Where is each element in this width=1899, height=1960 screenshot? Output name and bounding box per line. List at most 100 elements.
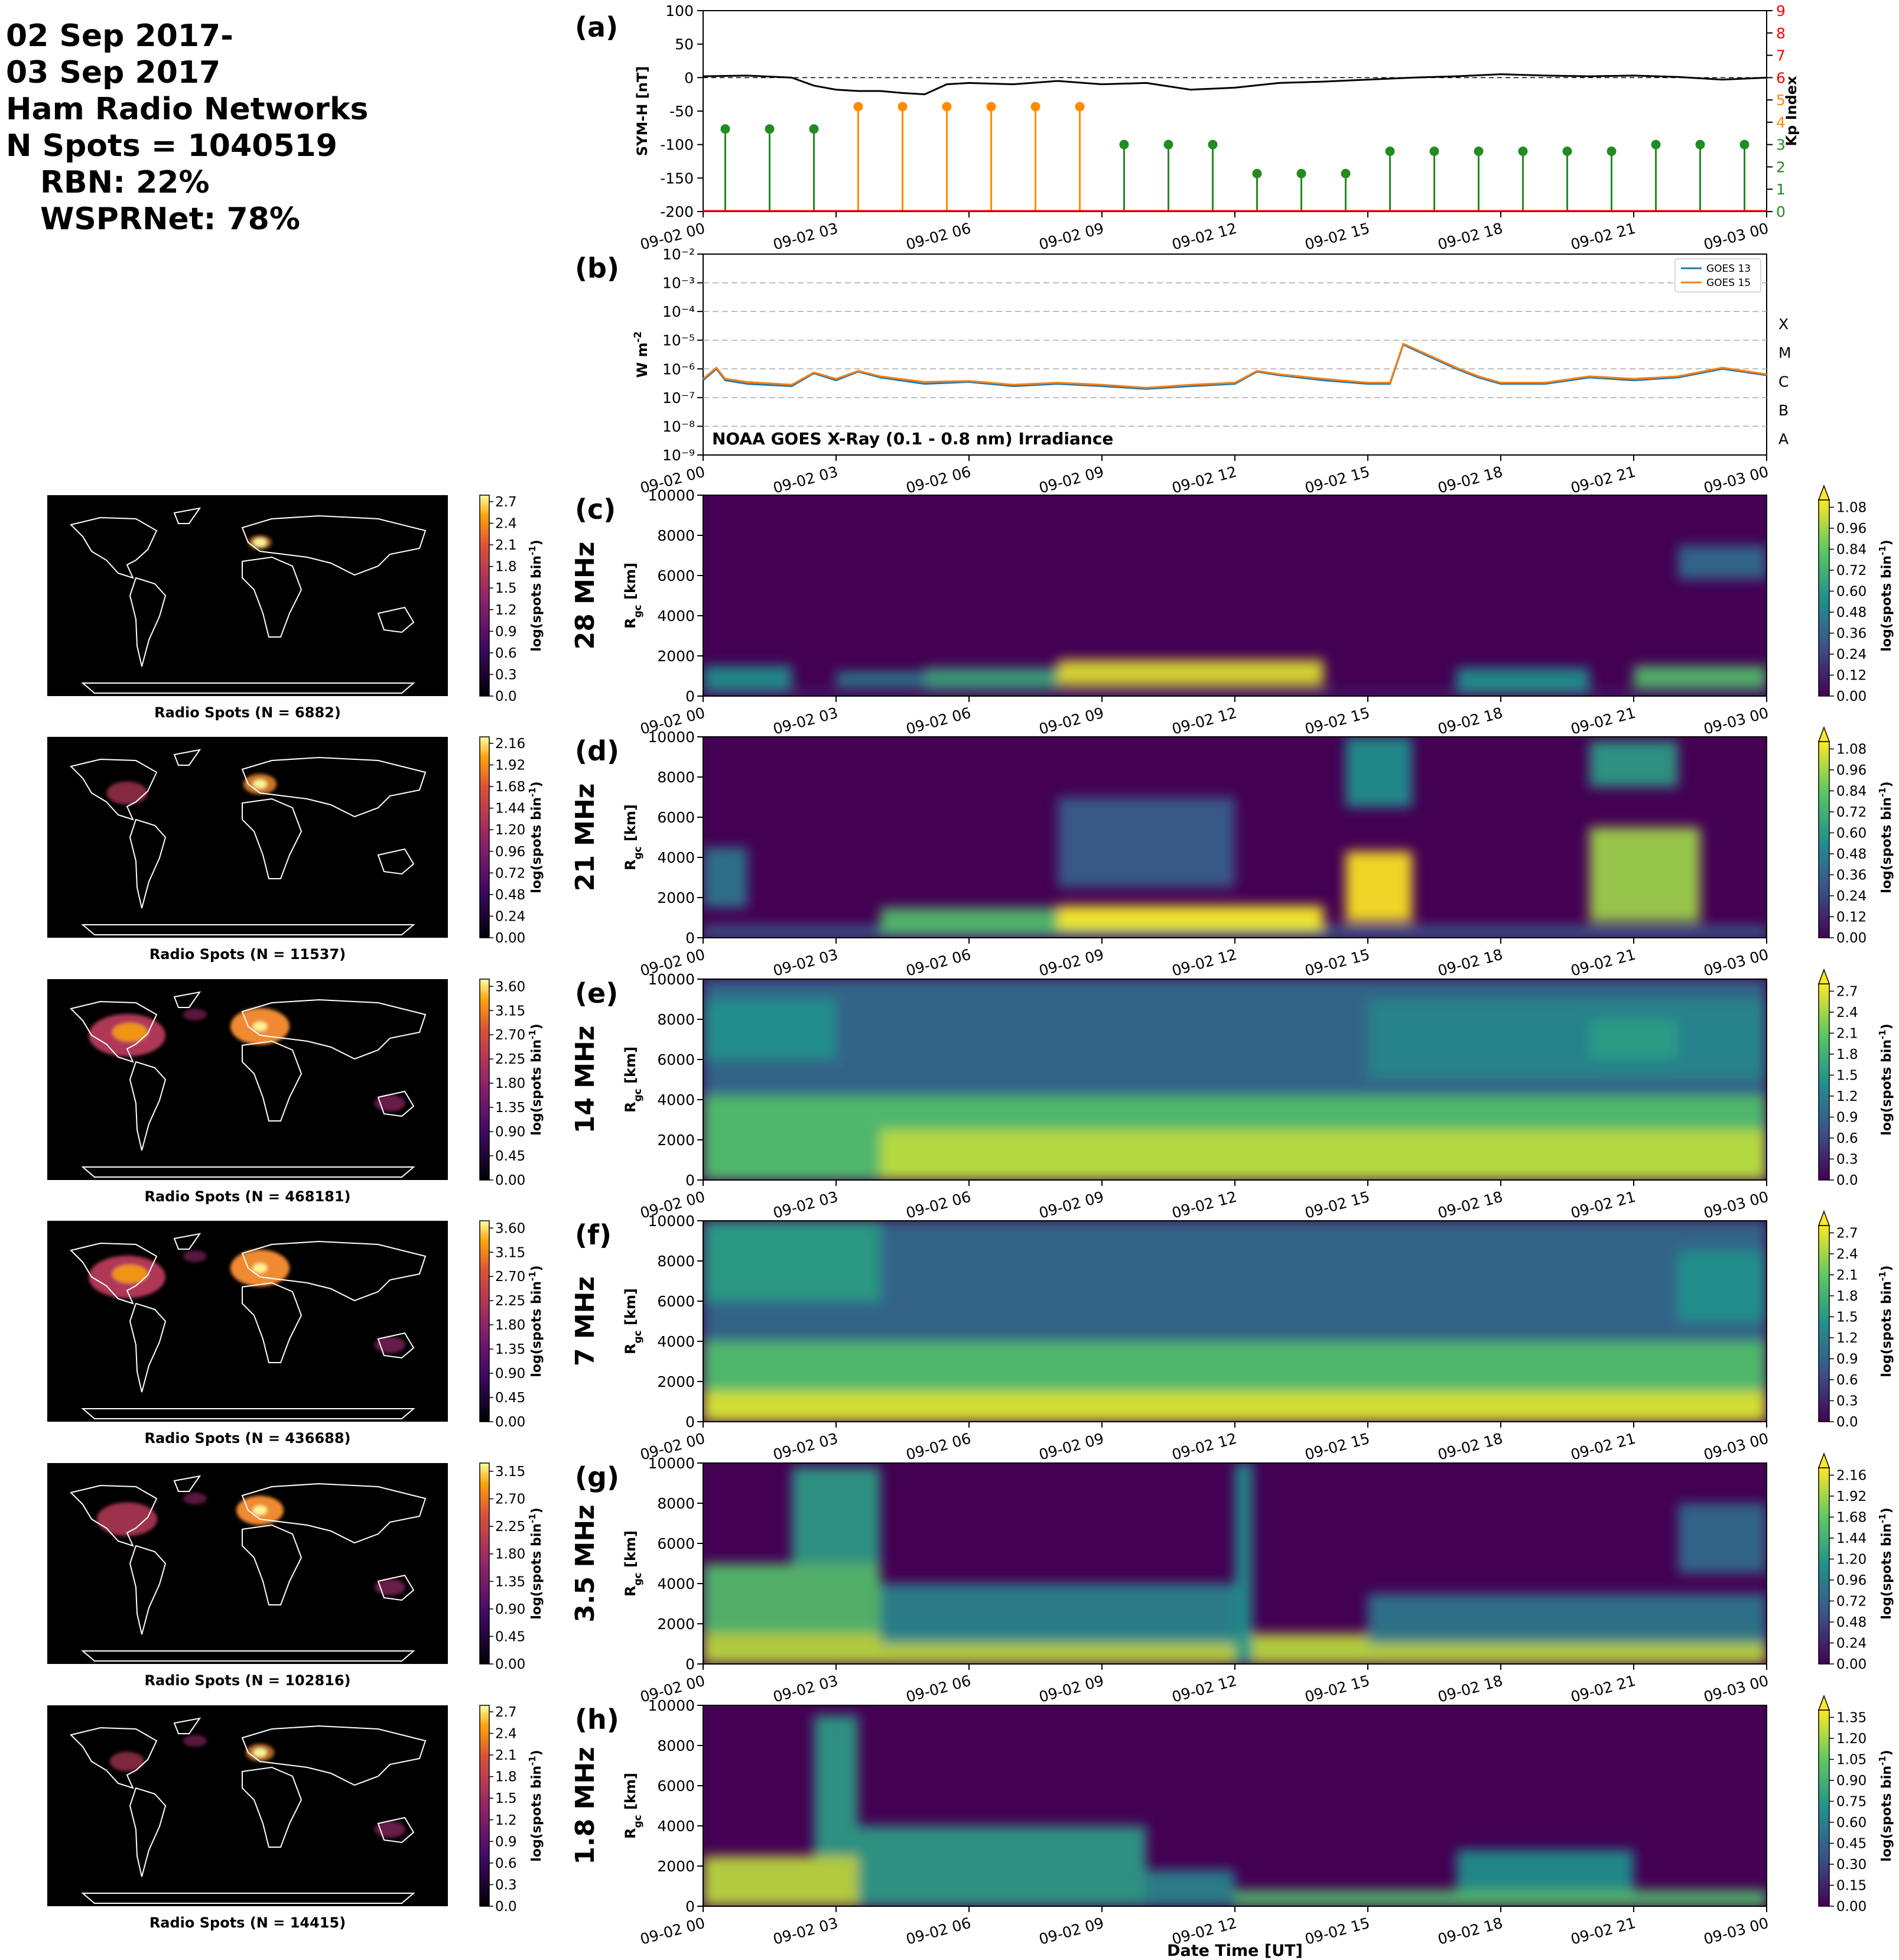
y-tick-label: 10000 xyxy=(648,1697,695,1714)
y-tick-label: 10000 xyxy=(648,729,695,746)
kp-marker xyxy=(1075,102,1085,112)
y-tick-label: 10⁻⁵ xyxy=(662,332,695,349)
map-colorbar-tick-label: 2.4 xyxy=(495,1727,517,1742)
x-tick-label: 09-03 00 xyxy=(1702,946,1770,980)
map-caption: Radio Spots (N = 102816) xyxy=(144,1672,350,1689)
colorbar-label: log(spots bin-1) xyxy=(1877,539,1894,651)
goes-annotation: NOAA GOES X-Ray (0.1 - 0.8 nm) Irradianc… xyxy=(712,429,1113,448)
panel-label: (e) xyxy=(575,977,618,1009)
y-tick-label: 10000 xyxy=(648,1455,695,1472)
flare-class-label: B xyxy=(1778,402,1789,419)
map-colorbar-tick-label: 2.25 xyxy=(495,1052,525,1067)
map-coastline xyxy=(70,1000,158,1063)
map-colorbar xyxy=(479,495,490,697)
colorbar-tick-label: 1.5 xyxy=(1836,1309,1858,1325)
x-tick-label: 09-02 09 xyxy=(1037,1915,1105,1948)
map-colorbar-tick-label: 1.92 xyxy=(495,758,525,773)
map-hotspot-atlantic xyxy=(183,1735,207,1747)
y-tick-label: 10⁻⁴ xyxy=(662,303,695,320)
map-colorbar-tick-label: 0.00 xyxy=(495,1415,525,1430)
n-spots-total: N Spots = 1040519 xyxy=(6,128,337,164)
band-label: 21 MHz xyxy=(570,784,600,892)
y-tick-label: 4000 xyxy=(657,1575,695,1592)
x-tick-label: 09-02 18 xyxy=(1436,220,1504,253)
goes-series-line xyxy=(703,342,1767,389)
map-coastline xyxy=(70,1484,158,1547)
band-label: 7 MHz xyxy=(570,1276,600,1366)
map-panel: Radio Spots (N = 468181) 3.60 3.15 2.70 2.25… xyxy=(47,979,544,1205)
y-tick-label: 0 xyxy=(685,688,695,705)
colorbar-tick-label: 1.92 xyxy=(1836,1489,1867,1504)
map-coastline xyxy=(173,749,201,766)
kp-tick-label: 8 xyxy=(1776,25,1786,42)
band-label: 28 MHz xyxy=(570,542,600,650)
map-caption: Radio Spots (N = 11537) xyxy=(149,946,346,963)
x-axis-label: Date Time [UT] xyxy=(1167,1942,1303,1960)
x-tick-label: 09-03 00 xyxy=(1702,220,1770,253)
colorbar-label: log(spots bin-1) xyxy=(1877,1507,1894,1619)
map-heat xyxy=(248,535,272,550)
map-colorbar-tick-label: 1.68 xyxy=(495,779,525,795)
kp-marker xyxy=(1296,168,1306,178)
map-colorbar-tick-label: 0.0 xyxy=(495,689,517,704)
map-background xyxy=(47,1705,448,1906)
colorbar-tick-label: 0.00 xyxy=(1836,931,1867,946)
colorbar-tick-label: 0.90 xyxy=(1836,1773,1867,1789)
map-colorbar-tick-label: 1.5 xyxy=(495,581,517,596)
map-coastline xyxy=(242,1282,303,1363)
figure-header: 02 Sep 2017- 03 Sep 2017 Ham Radio Netwo… xyxy=(6,18,369,238)
y-tick-label: 10000 xyxy=(648,487,695,504)
map-colorbar-tick-label: 3.15 xyxy=(495,1464,525,1480)
x-tick-label: 09-02 12 xyxy=(1170,1430,1238,1464)
y-tick-label: 8000 xyxy=(657,1495,695,1512)
heatmap-cell xyxy=(703,666,792,690)
map-colorbar-tick-label: 0.3 xyxy=(495,1877,517,1893)
map-hotspot-namerica xyxy=(109,1751,145,1772)
map-colorbar-tick-label: 0.6 xyxy=(495,646,517,661)
map-colorbar-tick-label: 0.9 xyxy=(495,624,517,639)
panel-label: (d) xyxy=(575,735,619,767)
legend-label: GOES 15 xyxy=(1706,277,1751,289)
x-tick-label: 09-02 18 xyxy=(1436,946,1504,980)
map-colorbar-tick-label: 0.6 xyxy=(495,1856,517,1871)
y-tick-label: 10000 xyxy=(648,1213,695,1230)
map-colorbar-tick-label: 2.7 xyxy=(495,495,517,510)
heatmap-cell xyxy=(1678,1503,1767,1574)
map-colorbar-tick-label: 0.0 xyxy=(495,1899,517,1915)
map-coastline xyxy=(242,1040,303,1122)
heatmap-cell xyxy=(1368,1594,1767,1644)
map-coastline xyxy=(81,1408,415,1419)
kp-tick-label: 3 xyxy=(1776,136,1786,154)
map-colorbar-tick-label: 3.60 xyxy=(495,1221,525,1236)
kp-marker xyxy=(809,124,819,134)
map-caption: Radio Spots (N = 14415) xyxy=(149,1915,346,1931)
map-heat xyxy=(96,1493,405,1595)
kp-marker xyxy=(1607,147,1617,156)
x-tick-label: 09-02 06 xyxy=(904,946,973,980)
colorbar-extend-arrow xyxy=(1817,726,1830,742)
map-colorbar-tick-label: 2.25 xyxy=(495,1519,525,1535)
colorbar-tick-label: 1.8 xyxy=(1836,1289,1858,1304)
colorbar-tick-label: 0.96 xyxy=(1836,1573,1867,1588)
colorbar-tick-label: 0.00 xyxy=(1836,689,1867,704)
kp-tick-label: 7 xyxy=(1776,47,1786,64)
x-tick-label: 09-02 09 xyxy=(1037,704,1105,738)
colorbar-tick-label: 0.36 xyxy=(1836,626,1867,641)
colorbar-tick-label: 1.20 xyxy=(1836,1552,1867,1567)
y-axis-label: Rgc [km] xyxy=(622,1046,644,1113)
x-tick-label: 09-02 12 xyxy=(1170,1672,1238,1706)
heatmap-cell xyxy=(703,691,1767,696)
map-colorbar-tick-label: 2.16 xyxy=(495,736,525,752)
map-hotspot-atlantic xyxy=(183,1250,207,1262)
x-tick-label: 09-02 21 xyxy=(1569,1188,1637,1222)
map-coastline xyxy=(173,1717,201,1734)
colorbar-tick-label: 0.45 xyxy=(1836,1836,1867,1851)
x-tick-label: 09-02 21 xyxy=(1569,1915,1637,1948)
kp-tick-label: 6 xyxy=(1776,69,1786,86)
colorbar-tick-label: 1.35 xyxy=(1836,1710,1867,1725)
map-colorbar-tick-label: 0.45 xyxy=(495,1390,525,1406)
y-axis-label: W m-2 xyxy=(632,331,651,378)
map-hotspot-europe-core xyxy=(253,1506,267,1515)
colorbar-tick-label: 1.5 xyxy=(1836,1068,1858,1083)
colorbar-tick-label: 2.4 xyxy=(1836,1005,1858,1020)
